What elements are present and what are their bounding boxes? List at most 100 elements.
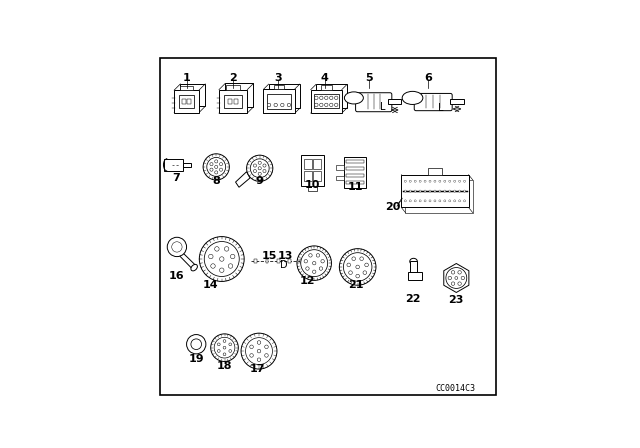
Circle shape — [319, 96, 323, 99]
Circle shape — [228, 264, 233, 268]
Bar — [346, 174, 364, 177]
Circle shape — [434, 190, 436, 192]
Circle shape — [265, 345, 268, 349]
Bar — [180, 84, 205, 106]
Circle shape — [265, 353, 268, 357]
Bar — [182, 99, 186, 104]
Circle shape — [463, 180, 465, 182]
Circle shape — [439, 200, 441, 202]
Bar — [316, 85, 347, 108]
Circle shape — [167, 237, 187, 257]
Circle shape — [419, 180, 421, 182]
Circle shape — [287, 103, 291, 107]
Circle shape — [451, 271, 455, 274]
Circle shape — [214, 337, 235, 358]
Circle shape — [349, 271, 353, 275]
Circle shape — [211, 264, 215, 268]
Circle shape — [434, 180, 436, 182]
Circle shape — [218, 343, 220, 346]
Polygon shape — [177, 251, 196, 269]
Circle shape — [223, 346, 226, 349]
Bar — [311, 90, 342, 113]
Text: 16: 16 — [168, 271, 184, 281]
Bar — [164, 159, 183, 171]
Polygon shape — [444, 263, 469, 293]
Bar — [300, 258, 303, 263]
Circle shape — [439, 180, 441, 182]
Bar — [313, 171, 321, 181]
Circle shape — [352, 257, 356, 261]
Bar — [406, 180, 473, 213]
Circle shape — [315, 103, 318, 107]
Bar — [314, 95, 339, 108]
Polygon shape — [236, 172, 250, 187]
Text: 23: 23 — [448, 295, 463, 306]
Circle shape — [319, 103, 323, 107]
Circle shape — [229, 349, 232, 353]
Circle shape — [319, 267, 323, 270]
Circle shape — [360, 257, 364, 261]
Circle shape — [324, 96, 328, 99]
Circle shape — [214, 171, 218, 174]
Ellipse shape — [410, 258, 417, 264]
Circle shape — [274, 103, 277, 107]
Bar — [269, 84, 300, 108]
Circle shape — [454, 180, 456, 182]
Circle shape — [404, 190, 406, 192]
Bar — [346, 167, 364, 170]
Circle shape — [246, 155, 273, 181]
Circle shape — [220, 257, 224, 261]
Bar — [321, 86, 332, 90]
Bar — [187, 99, 191, 104]
Circle shape — [315, 96, 318, 99]
Text: 14: 14 — [203, 280, 218, 290]
Circle shape — [312, 270, 316, 273]
Circle shape — [253, 164, 257, 167]
Circle shape — [250, 159, 269, 178]
Bar — [183, 163, 191, 167]
Circle shape — [356, 265, 360, 269]
Circle shape — [218, 349, 220, 353]
Circle shape — [429, 180, 431, 182]
Bar — [301, 155, 324, 186]
Text: 11: 11 — [348, 181, 364, 192]
Circle shape — [214, 160, 218, 163]
Circle shape — [253, 169, 257, 172]
Bar — [346, 181, 364, 184]
Bar — [267, 94, 291, 108]
Circle shape — [344, 253, 372, 281]
Bar — [254, 258, 257, 263]
Bar — [344, 157, 366, 188]
Circle shape — [419, 200, 421, 202]
Circle shape — [409, 190, 412, 192]
Circle shape — [444, 180, 446, 182]
Circle shape — [263, 169, 266, 172]
Bar — [450, 99, 464, 104]
Circle shape — [347, 263, 351, 267]
Circle shape — [404, 200, 406, 202]
Text: 17: 17 — [250, 364, 265, 375]
Text: L: L — [380, 102, 385, 112]
Circle shape — [308, 254, 312, 257]
Bar — [225, 95, 242, 108]
Bar — [219, 90, 247, 113]
Bar — [179, 95, 195, 108]
Text: 5: 5 — [365, 73, 373, 83]
Circle shape — [203, 154, 229, 180]
Text: D: D — [280, 260, 287, 270]
Circle shape — [220, 163, 223, 166]
Circle shape — [225, 247, 229, 251]
Circle shape — [461, 276, 465, 280]
Bar — [264, 89, 294, 113]
Circle shape — [229, 343, 232, 346]
Circle shape — [191, 339, 202, 349]
Bar — [388, 99, 401, 104]
Circle shape — [409, 180, 412, 182]
Text: 2: 2 — [229, 73, 237, 83]
Circle shape — [321, 259, 324, 263]
Circle shape — [246, 338, 273, 365]
Bar — [410, 262, 417, 272]
Circle shape — [324, 103, 328, 107]
Circle shape — [439, 190, 441, 192]
Circle shape — [214, 165, 218, 168]
